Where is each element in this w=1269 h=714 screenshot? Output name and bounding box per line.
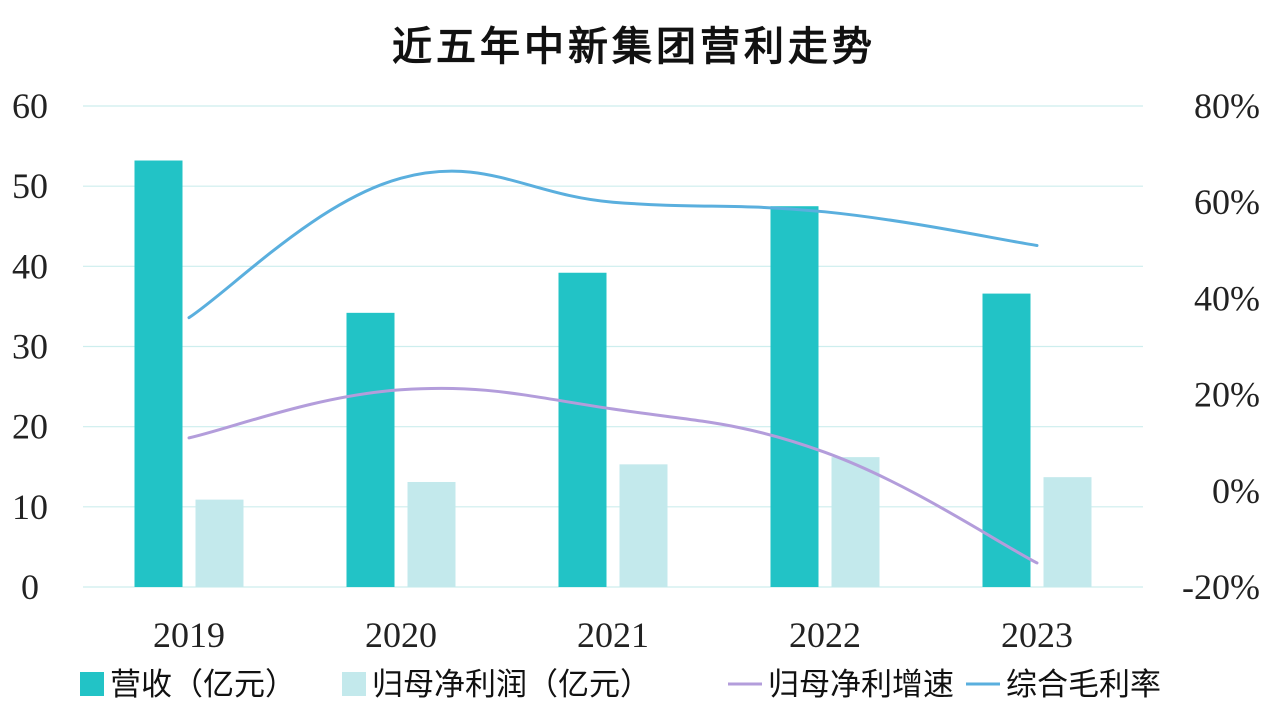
legend-swatch — [80, 672, 104, 696]
bar-net-profit — [1043, 477, 1092, 587]
left-axis: 0 10 20 30 40 50 60 — [12, 86, 48, 607]
legend-label: 综合毛利率 — [1006, 667, 1161, 703]
y-left-tick-label: 30 — [12, 327, 48, 367]
y-right-tick-label: 40% — [1194, 278, 1260, 318]
bar-revenue — [558, 272, 607, 587]
legend-label: 归母净利增速 — [768, 667, 954, 703]
bar-net-profit — [831, 457, 880, 587]
bar-net-profit — [407, 481, 456, 587]
legend-label: 营收（亿元） — [110, 667, 296, 703]
y-left-tick-label: 10 — [12, 487, 48, 527]
y-left-tick-label: 40 — [12, 246, 48, 286]
y-right-tick-label: -20% — [1182, 567, 1260, 607]
gridlines — [83, 105, 1143, 588]
x-axis: 2019 2020 2021 2022 2023 — [153, 615, 1073, 655]
y-left-tick-label: 20 — [12, 407, 48, 447]
legend: 营收（亿元） 归母净利润（亿元） 归母净利增速 综合毛利率 — [80, 667, 1161, 703]
lines — [187, 169, 1039, 565]
line-gross-margin — [187, 169, 1039, 320]
x-tick-label: 2021 — [577, 615, 649, 655]
y-right-tick-label: 80% — [1194, 86, 1260, 126]
legend-label: 归母净利润（亿元） — [372, 667, 651, 703]
y-left-tick-label: 60 — [12, 86, 48, 126]
y-left-tick-label: 50 — [12, 166, 48, 206]
x-tick-label: 2022 — [789, 615, 861, 655]
y-right-tick-label: 60% — [1194, 182, 1260, 222]
y-right-tick-label: 20% — [1194, 375, 1260, 415]
x-tick-label: 2019 — [153, 615, 225, 655]
bar-revenue — [770, 206, 819, 588]
bar-revenue — [346, 312, 395, 587]
bar-revenue — [982, 293, 1031, 587]
chart-title: 近五年中新集团营利走势 — [392, 23, 876, 70]
y-right-tick-label: 0% — [1212, 471, 1260, 511]
line-net-profit-growth — [187, 386, 1039, 565]
legend-swatch — [342, 672, 366, 696]
x-tick-label: 2020 — [365, 615, 437, 655]
bar-revenue — [134, 160, 183, 587]
y-left-tick-label: 0 — [21, 567, 39, 607]
bar-net-profit — [619, 464, 668, 587]
bar-net-profit — [195, 499, 244, 587]
bars — [134, 160, 1092, 588]
x-tick-label: 2023 — [1001, 615, 1073, 655]
right-axis: -20% 0% 20% 40% 60% 80% — [1182, 86, 1260, 607]
